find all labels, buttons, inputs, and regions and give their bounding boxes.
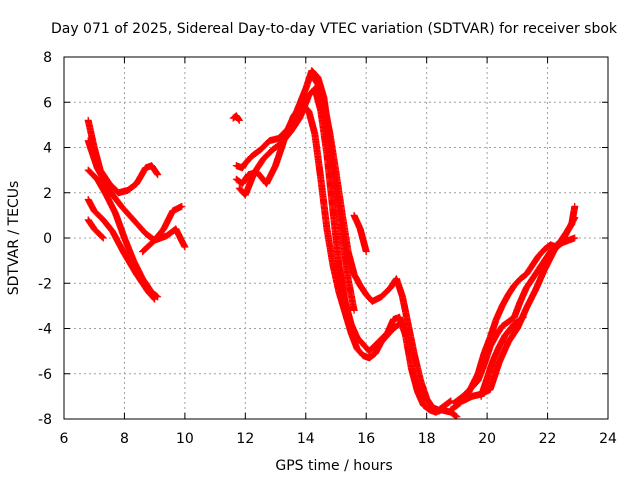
x-tick-label: 18: [418, 431, 436, 447]
y-tick-label: -2: [38, 276, 52, 292]
y-tick-label: -6: [38, 367, 52, 383]
y-tick-label: 6: [43, 95, 52, 111]
series-track-10: [235, 85, 461, 419]
series-track-4: [84, 196, 159, 303]
chart-title: Day 071 of 2025, Sidereal Day-to-day VTE…: [51, 21, 618, 37]
y-tick-label: 4: [43, 141, 52, 157]
data-point-markers: [235, 85, 461, 419]
y-tick-label: -8: [38, 412, 52, 428]
x-tick-label: 24: [599, 431, 617, 447]
series-track-12: [350, 211, 370, 256]
y-tick-label: 0: [43, 231, 52, 247]
series-track-11: [308, 71, 455, 414]
data-point-markers: [84, 137, 186, 244]
x-tick-label: 12: [236, 431, 254, 447]
series-track-5: [84, 216, 107, 242]
data-point-markers: [350, 211, 370, 256]
x-tick-label: 8: [120, 431, 129, 447]
data-point-markers: [229, 112, 243, 124]
data-point-markers: [139, 225, 189, 256]
data-point-markers: [84, 196, 159, 303]
data-point-markers: [232, 101, 403, 362]
x-tick-label: 14: [297, 431, 315, 447]
x-tick-label: 16: [357, 431, 375, 447]
series-track-2: [84, 137, 186, 244]
data-point-markers: [308, 71, 455, 414]
series-track-6: [139, 225, 189, 256]
series-track-7: [229, 112, 243, 124]
x-axis-label: GPS time / hours: [275, 458, 392, 474]
data-point-markers: [84, 216, 107, 242]
x-tick-label: 20: [478, 431, 496, 447]
y-axis-label: SDTVAR / TECUs: [6, 181, 22, 296]
data-point-markers: [477, 313, 527, 400]
y-tick-label: -4: [38, 322, 52, 338]
x-tick-label: 10: [176, 431, 194, 447]
series-track-9: [232, 101, 403, 362]
x-tick-label: 22: [539, 431, 557, 447]
y-tick-label: 8: [43, 50, 52, 66]
x-tick-label: 6: [60, 431, 69, 447]
y-tick-label: 2: [43, 186, 52, 202]
series-track-16: [477, 313, 527, 400]
data-layer: [84, 67, 579, 419]
